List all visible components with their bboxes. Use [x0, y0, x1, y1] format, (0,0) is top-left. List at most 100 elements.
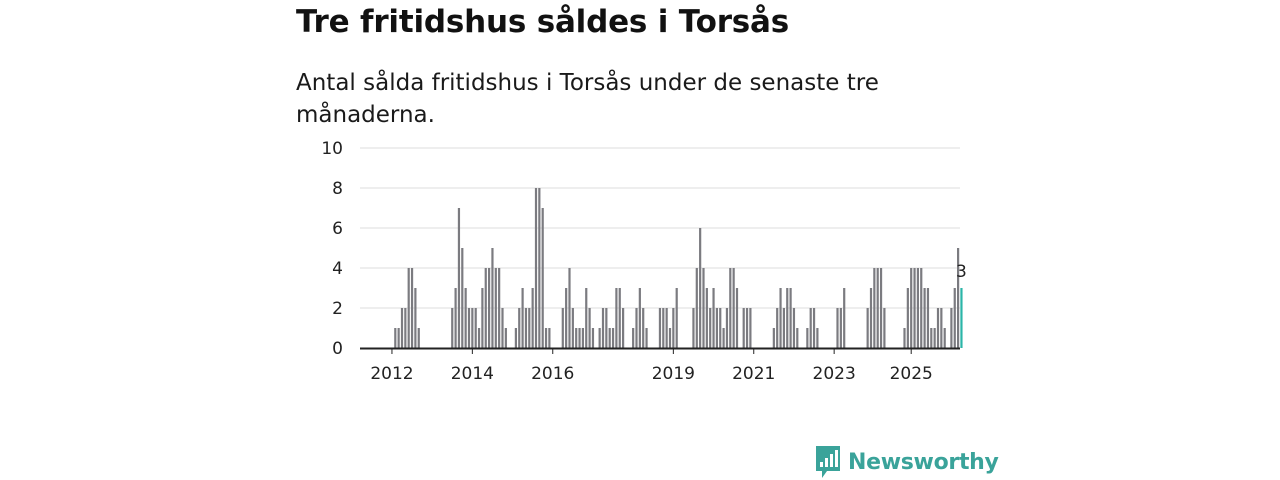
bar: [913, 268, 916, 348]
newsworthy-logo-icon: [816, 446, 840, 478]
brand-name: Newsworthy: [848, 449, 999, 475]
bar: [451, 308, 454, 348]
y-tick-label: 4: [332, 259, 343, 279]
bar: [930, 328, 933, 348]
bar: [940, 308, 943, 348]
x-tick-label: 2021: [732, 364, 775, 384]
x-tick-label: 2014: [451, 364, 494, 384]
bar: [772, 328, 775, 348]
bar: [725, 308, 729, 348]
bar: [588, 308, 591, 348]
bar: [936, 308, 940, 348]
bar: [585, 288, 588, 348]
bar: [662, 308, 665, 348]
bar: [598, 328, 601, 348]
bar: [632, 328, 635, 348]
bar: [454, 288, 457, 348]
bar: [548, 328, 551, 348]
bar: [776, 308, 779, 348]
chart-title: Tre fritidshus såldes i Torsås: [296, 4, 790, 40]
bar: [926, 288, 930, 348]
x-tick-label: 2019: [652, 364, 695, 384]
bar: [906, 288, 909, 348]
bar: [601, 308, 605, 348]
bar: [494, 268, 497, 348]
bar: [923, 288, 926, 348]
bar: [816, 328, 819, 348]
bar: [615, 288, 618, 348]
bar: [719, 308, 722, 348]
bar: [745, 308, 749, 348]
bar: [591, 328, 595, 348]
bar: [568, 268, 571, 348]
bar: [524, 308, 528, 348]
newsworthy-logo: Newsworthy: [815, 444, 999, 480]
y-tick-label: 10: [321, 139, 343, 159]
bar: [534, 188, 538, 348]
bar: [521, 288, 524, 348]
bar: [477, 328, 481, 348]
bar: [920, 268, 923, 348]
bar: [735, 288, 739, 348]
x-tick-label: 2025: [890, 364, 933, 384]
bar: [950, 308, 953, 348]
bar: [464, 288, 467, 348]
y-tick-label: 8: [332, 179, 343, 199]
bar: [732, 268, 735, 348]
bar: [749, 308, 752, 348]
bar: [695, 268, 698, 348]
bar: [561, 308, 564, 348]
bar: [879, 268, 883, 348]
x-tick-label: 2016: [531, 364, 574, 384]
y-axis: 0 2 4 6 8 10: [321, 139, 343, 359]
bar: [400, 308, 404, 348]
bar: [665, 308, 668, 348]
bar: [792, 308, 796, 348]
value-labels: 3: [956, 262, 967, 282]
bar: [488, 268, 491, 348]
bar: [672, 308, 675, 348]
bar: [538, 188, 541, 348]
bar: [498, 268, 501, 348]
bar: [407, 268, 410, 348]
bar: [642, 308, 645, 348]
bar: [729, 268, 732, 348]
bar: [742, 308, 745, 348]
highlight-bar: [960, 288, 963, 348]
bar: [518, 308, 521, 348]
bar-series: [394, 188, 963, 348]
bar: [836, 308, 839, 348]
bar: [461, 248, 464, 348]
bar: [910, 268, 913, 348]
bar: [722, 328, 725, 348]
bar: [541, 208, 544, 348]
bar: [618, 288, 621, 348]
bar: [953, 288, 956, 348]
bar: [404, 308, 407, 348]
bar: [712, 288, 715, 348]
bar: [916, 268, 919, 348]
bar: [608, 328, 611, 348]
bar: [504, 328, 507, 348]
bar: [806, 328, 809, 348]
bar: [843, 288, 846, 348]
chart-subtitle: Antal sålda fritidshus i Torsås under de…: [296, 70, 879, 128]
bar: [578, 328, 581, 348]
bar: [397, 328, 400, 348]
bar: [638, 288, 641, 348]
bar: [605, 308, 608, 348]
grid-lines: [360, 147, 960, 309]
bar: [668, 328, 672, 348]
bar: [883, 308, 886, 348]
bar: [471, 308, 474, 348]
bar: [903, 328, 906, 348]
y-tick-label: 2: [332, 299, 343, 319]
bar: [782, 308, 785, 348]
bar: [702, 268, 705, 348]
bar: [571, 308, 574, 348]
bar: [457, 208, 461, 348]
x-axis: 2012 2014 2016 2019 2021 2023 2025: [360, 347, 960, 384]
bar: [467, 308, 471, 348]
latest-value-label: 3: [956, 262, 967, 282]
bar: [705, 288, 708, 348]
